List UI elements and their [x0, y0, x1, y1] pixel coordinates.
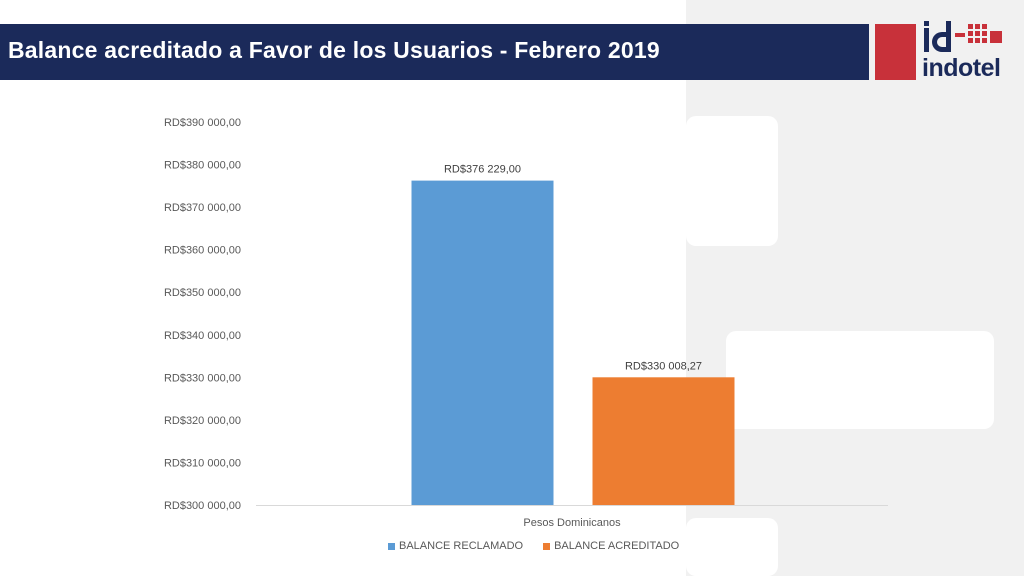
id-logo-mark-icon: [924, 21, 1002, 52]
indotel-logo: indotel: [920, 18, 1006, 84]
chart-legend: BALANCE RECLAMADO BALANCE ACREDITADO: [388, 540, 679, 552]
logo-red-block: [875, 24, 916, 80]
bar-balance-reclamado: [411, 180, 554, 505]
y-tick-label: RD$370 000,00: [164, 202, 241, 214]
y-axis-ticks: RD$300 000,00 RD$310 000,00 RD$320 000,00 R…: [164, 117, 241, 512]
legend-swatch: [388, 542, 395, 550]
legend-item: BALANCE ACREDITADO: [543, 540, 679, 552]
y-tick-label: RD$310 000,00: [164, 457, 241, 469]
y-tick-label: RD$320 000,00: [164, 415, 241, 427]
legend-swatch: [543, 542, 551, 550]
data-label: RD$330 008,27: [625, 360, 702, 372]
category-labels: Pesos Dominicanos: [523, 517, 621, 529]
y-tick-label: RD$340 000,00: [164, 330, 241, 342]
page-title: Balance acreditado a Favor de los Usuari…: [8, 37, 660, 63]
logo-name: indotel: [922, 54, 1001, 82]
legend-item: BALANCE RECLAMADO: [388, 540, 523, 552]
legend-label: BALANCE RECLAMADO: [399, 540, 524, 552]
y-tick-label: RD$350 000,00: [164, 287, 241, 299]
data-label: RD$376 229,00: [444, 164, 521, 176]
y-tick-label: RD$360 000,00: [164, 245, 241, 257]
bars: [411, 180, 735, 505]
y-tick-label: RD$330 000,00: [164, 372, 241, 384]
y-tick-label: RD$300 000,00: [164, 500, 241, 512]
data-labels: RD$376 229,00 RD$330 008,27: [444, 164, 702, 373]
title-bar: Balance acreditado a Favor de los Usuari…: [0, 24, 869, 80]
category-label: Pesos Dominicanos: [523, 517, 621, 529]
bar-balance-acreditado: [592, 377, 735, 505]
y-tick-label: RD$390 000,00: [164, 117, 241, 129]
y-tick-label: RD$380 000,00: [164, 160, 241, 172]
legend-label: BALANCE ACREDITADO: [554, 540, 680, 552]
